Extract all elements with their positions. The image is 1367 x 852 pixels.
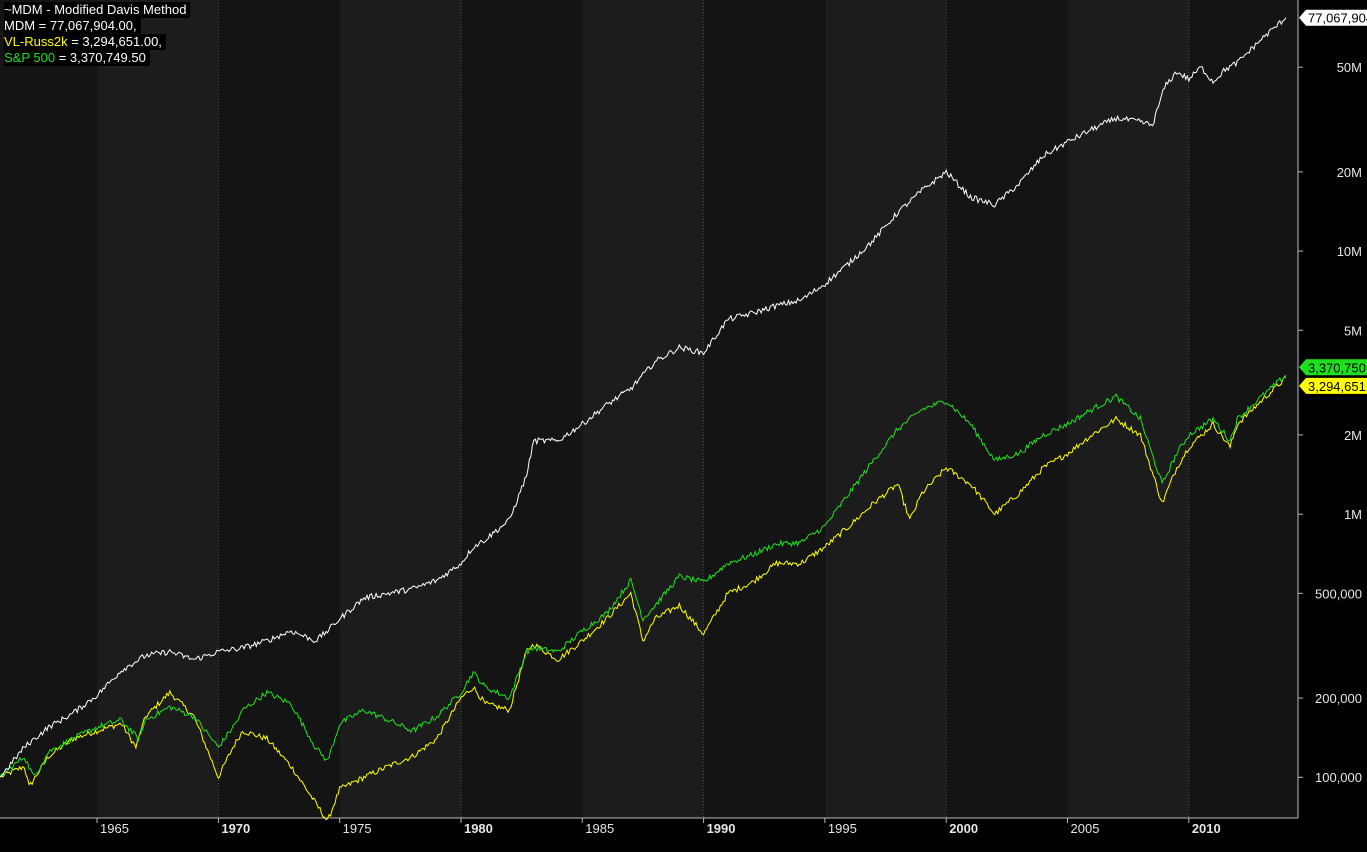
end-label-box	[1299, 377, 1367, 394]
x-tick-label: 1995	[828, 821, 857, 836]
y-tick-label: 1M	[1344, 507, 1362, 522]
x-tick-label: 2005	[1071, 821, 1100, 836]
grid-lines	[0, 0, 1299, 819]
x-axis: 1965 1970 1975 1980 1985 1990 1995 2000 2005 2010	[96, 818, 1221, 836]
legend-vl-russ2k: VL-Russ2k = 3,294,651.00,	[4, 34, 166, 50]
series-line-vl-russ2k	[0, 375, 1287, 821]
x-tick-label: 2000	[949, 821, 978, 836]
y-axis: 100,000 200,000 500,000 1M 2M 5M 10M 20M 50M	[1298, 60, 1362, 785]
x-tick-label: 2010	[1192, 821, 1221, 836]
end-label-box	[1299, 9, 1367, 26]
background-band	[460, 0, 583, 818]
background-band	[1067, 0, 1189, 818]
background-band	[582, 0, 704, 818]
legend-sp500: S&P 500 = 3,370,749.50	[4, 50, 150, 66]
x-tick-label: 1975	[343, 821, 372, 836]
background-band	[1188, 0, 1298, 818]
background-band	[703, 0, 825, 818]
x-tick-label: 1970	[221, 821, 250, 836]
y-tick-label: 200,000	[1315, 691, 1362, 706]
y-tick-label: 10M	[1337, 244, 1362, 259]
y-tick-label: 500,000	[1315, 586, 1362, 601]
background-band	[946, 0, 1068, 818]
chart-title: ~MDM - Modified Davis Method	[4, 2, 191, 18]
x-tick-label: 1985	[585, 821, 614, 836]
legend-mdm: MDM = 77,067,904.00,	[4, 18, 141, 34]
end-value-label: 77,067,904	[1308, 11, 1367, 26]
background-band	[824, 0, 947, 818]
series-line-mdm	[0, 17, 1287, 778]
y-tick-label: 50M	[1337, 60, 1362, 75]
background-band	[218, 0, 340, 818]
series-lines	[0, 17, 1287, 821]
x-tick-label: 1965	[100, 821, 129, 836]
end-value-labels: 77,067,904 3,370,750 3,294,651	[1299, 9, 1367, 394]
end-value-label: 3,294,651	[1308, 379, 1366, 394]
x-tick-label: 1980	[464, 821, 493, 836]
legend: ~MDM - Modified Davis Method MDM = 77,06…	[4, 2, 191, 66]
background-bands	[0, 0, 1298, 818]
series-line-s-p-500	[0, 374, 1287, 778]
end-label-box	[1299, 359, 1367, 376]
background-band	[97, 0, 219, 818]
y-tick-label: 100,000	[1315, 770, 1362, 785]
background-band	[0, 0, 98, 818]
y-tick-label: 5M	[1344, 323, 1362, 338]
y-tick-label: 20M	[1337, 165, 1362, 180]
background-band	[339, 0, 461, 818]
x-tick-label: 1990	[707, 821, 736, 836]
end-value-label: 3,370,750	[1308, 360, 1366, 375]
y-tick-label: 2M	[1344, 428, 1362, 443]
